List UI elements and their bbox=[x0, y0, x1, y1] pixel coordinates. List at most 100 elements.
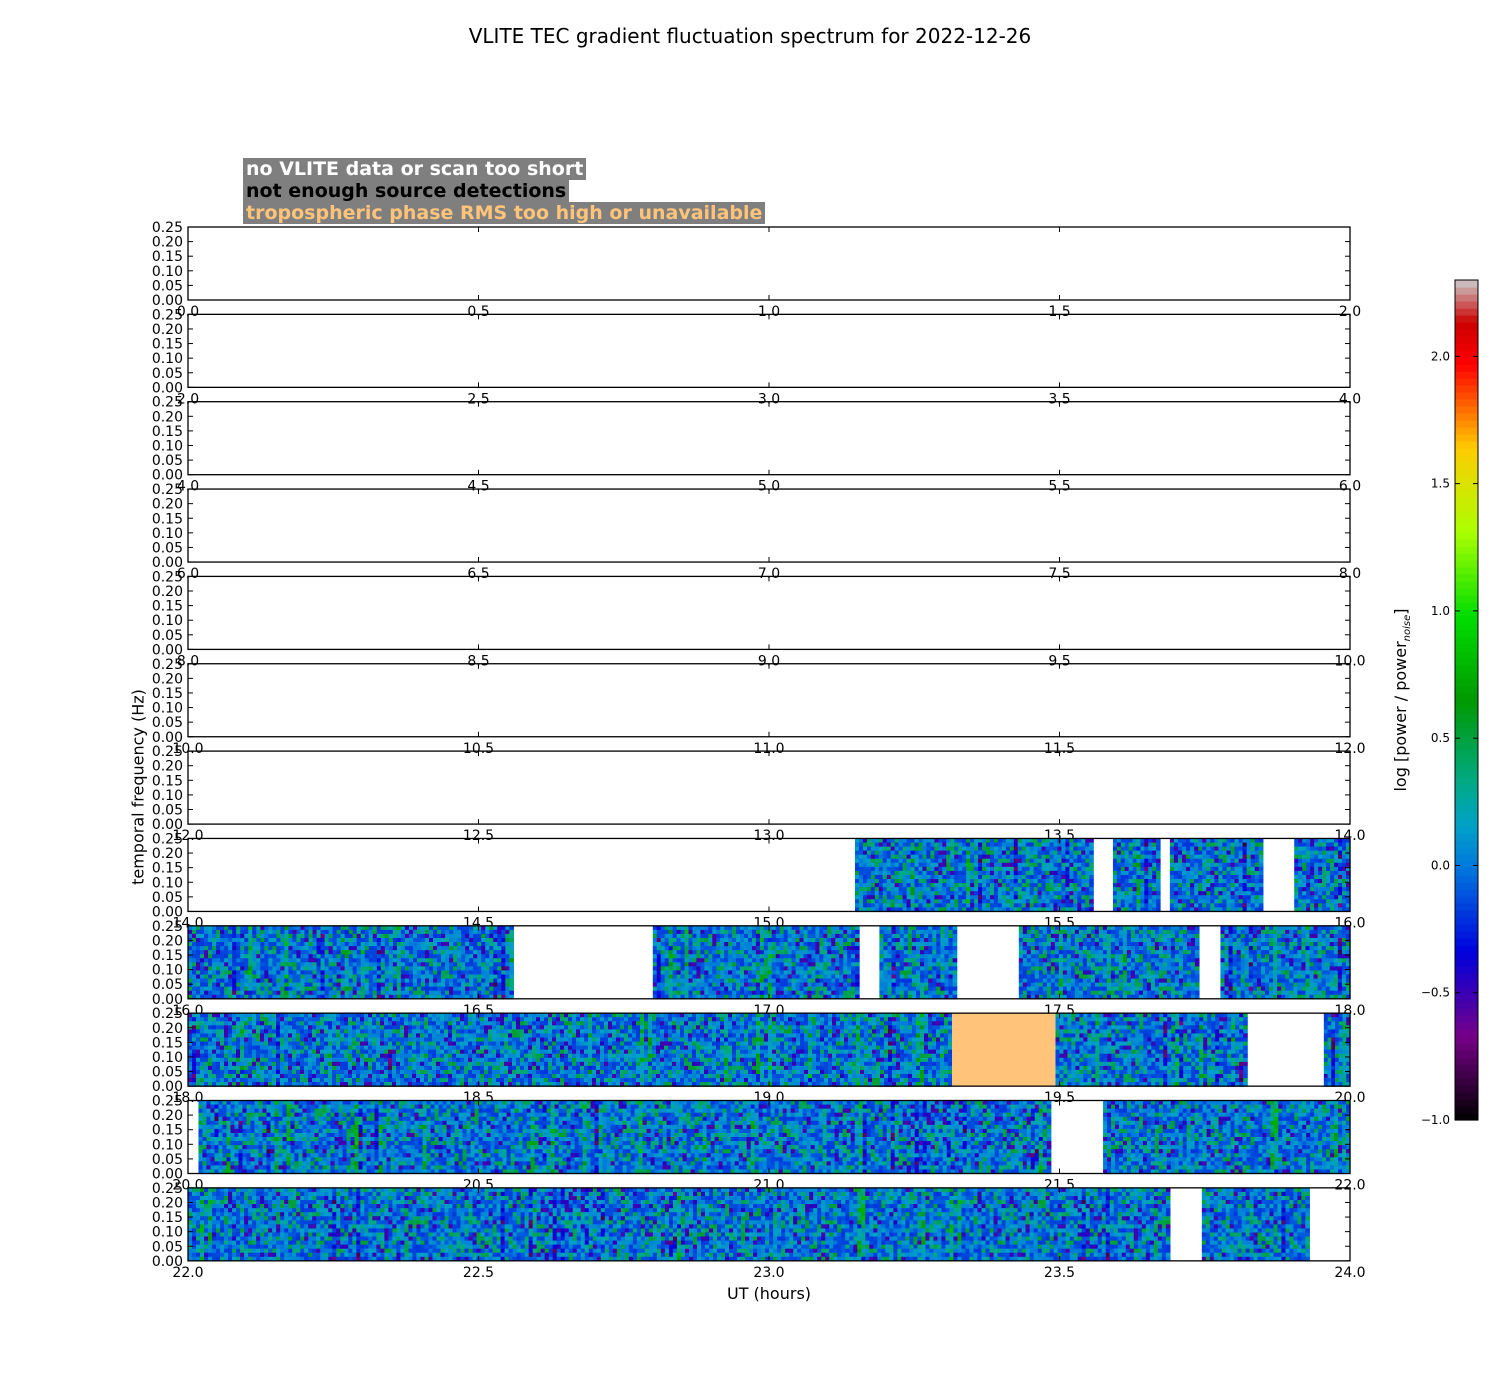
heatmap-cell bbox=[220, 937, 225, 943]
heatmap-cell bbox=[1017, 874, 1023, 880]
heatmap-cell bbox=[188, 962, 193, 967]
heatmap-cell bbox=[477, 966, 482, 972]
heatmap-cell bbox=[308, 929, 314, 935]
heatmap-cell bbox=[220, 986, 225, 992]
heatmap-cell bbox=[954, 879, 959, 884]
heatmap-cell bbox=[936, 990, 941, 996]
y-tick-label: 0.25 bbox=[152, 569, 183, 585]
heatmap-cell bbox=[978, 887, 983, 892]
heatmap-cell bbox=[420, 990, 426, 996]
heatmap-cell bbox=[204, 925, 209, 931]
heatmap-cell bbox=[895, 937, 901, 943]
heatmap-cell bbox=[1173, 866, 1179, 872]
heatmap-cell bbox=[660, 994, 666, 1000]
heatmap-cell bbox=[1085, 883, 1090, 888]
heatmap-cell bbox=[1037, 907, 1043, 913]
heatmap-cell bbox=[1073, 883, 1078, 888]
heatmap-cell bbox=[272, 933, 277, 939]
heatmap-cell bbox=[934, 907, 939, 913]
heatmap-cell bbox=[803, 942, 809, 947]
heatmap-cell bbox=[1242, 883, 1248, 888]
heatmap-cell bbox=[1218, 870, 1224, 876]
heatmap-cell bbox=[196, 946, 201, 951]
heatmap-cell bbox=[835, 942, 840, 947]
heatmap-cell bbox=[993, 842, 999, 848]
heatmap-cell bbox=[1302, 862, 1307, 868]
heatmap-cell bbox=[1173, 850, 1179, 856]
heatmap-cell bbox=[982, 838, 987, 844]
heatmap-cell bbox=[445, 978, 450, 984]
heatmap-cell bbox=[509, 982, 514, 988]
heatmap-cell bbox=[747, 954, 753, 959]
heatmap-cell bbox=[914, 862, 920, 868]
heatmap-cell bbox=[676, 970, 682, 976]
heatmap-cell bbox=[911, 946, 917, 951]
heatmap-cell bbox=[493, 942, 498, 947]
heatmap-cell bbox=[1342, 862, 1347, 868]
heatmap-cell bbox=[481, 982, 486, 988]
heatmap-cell bbox=[292, 966, 298, 972]
heatmap-cell bbox=[934, 879, 939, 884]
heatmap-cell bbox=[1124, 899, 1130, 904]
heatmap-cell bbox=[851, 950, 856, 955]
heatmap-cell bbox=[755, 942, 761, 947]
heatmap-cell bbox=[887, 933, 893, 939]
heatmap-cell bbox=[1173, 858, 1179, 864]
heatmap-cell bbox=[493, 970, 498, 976]
heatmap-cell bbox=[1136, 846, 1141, 852]
heatmap-cell bbox=[843, 962, 848, 967]
heatmap-cell bbox=[1081, 854, 1086, 860]
heatmap-cell bbox=[260, 974, 265, 980]
heatmap-cell bbox=[449, 946, 454, 951]
heatmap-cell bbox=[926, 850, 932, 856]
heatmap-cell bbox=[1148, 899, 1153, 904]
heatmap-cell bbox=[204, 982, 209, 988]
heatmap-cell bbox=[228, 929, 233, 935]
heatmap-cell bbox=[352, 946, 358, 951]
heatmap-cell bbox=[280, 986, 286, 992]
heatmap-cell bbox=[208, 970, 213, 976]
heatmap-cell bbox=[376, 937, 382, 943]
heatmap-cell bbox=[1306, 887, 1311, 892]
heatmap-cell bbox=[759, 994, 765, 1000]
heatmap-cell bbox=[392, 966, 398, 972]
heatmap-cell bbox=[934, 895, 939, 900]
panel-8-data-segment-3 bbox=[1169, 838, 1264, 913]
heatmap-cell bbox=[204, 933, 209, 939]
heatmap-cell bbox=[388, 986, 394, 992]
heatmap-cell bbox=[1085, 899, 1090, 904]
heatmap-cell bbox=[858, 891, 864, 896]
heatmap-cell bbox=[352, 925, 358, 931]
heatmap-cell bbox=[870, 846, 876, 852]
heatmap-cell bbox=[910, 883, 916, 888]
heatmap-cell bbox=[316, 942, 322, 947]
heatmap-cell bbox=[1234, 866, 1240, 872]
heatmap-cell bbox=[344, 950, 350, 955]
heatmap-cell bbox=[911, 982, 917, 988]
heatmap-cell bbox=[997, 879, 1003, 884]
heatmap-cell bbox=[993, 866, 999, 872]
heatmap-cell bbox=[1081, 891, 1086, 896]
heatmap-cell bbox=[839, 929, 844, 935]
heatmap-cell bbox=[911, 933, 917, 939]
heatmap-cell bbox=[1210, 887, 1215, 892]
heatmap-cell bbox=[469, 929, 474, 935]
heatmap-cell bbox=[1144, 846, 1149, 852]
heatmap-cell bbox=[903, 929, 909, 935]
heatmap-cell bbox=[316, 974, 322, 980]
heatmap-cell bbox=[1017, 846, 1023, 852]
heatmap-cell bbox=[396, 937, 402, 943]
heatmap-cell bbox=[1218, 899, 1224, 904]
heatmap-cell bbox=[300, 986, 306, 992]
heatmap-cell bbox=[1190, 858, 1195, 864]
heatmap-cell bbox=[240, 954, 245, 959]
heatmap-cell bbox=[795, 966, 801, 972]
heatmap-cell bbox=[228, 942, 233, 947]
heatmap-cell bbox=[1177, 895, 1183, 900]
heatmap-cell bbox=[843, 925, 848, 931]
heatmap-cell bbox=[915, 966, 921, 972]
heatmap-cell bbox=[823, 937, 828, 943]
heatmap-cell bbox=[989, 846, 995, 852]
heatmap-cell bbox=[907, 933, 913, 939]
heatmap-cell bbox=[940, 986, 946, 992]
